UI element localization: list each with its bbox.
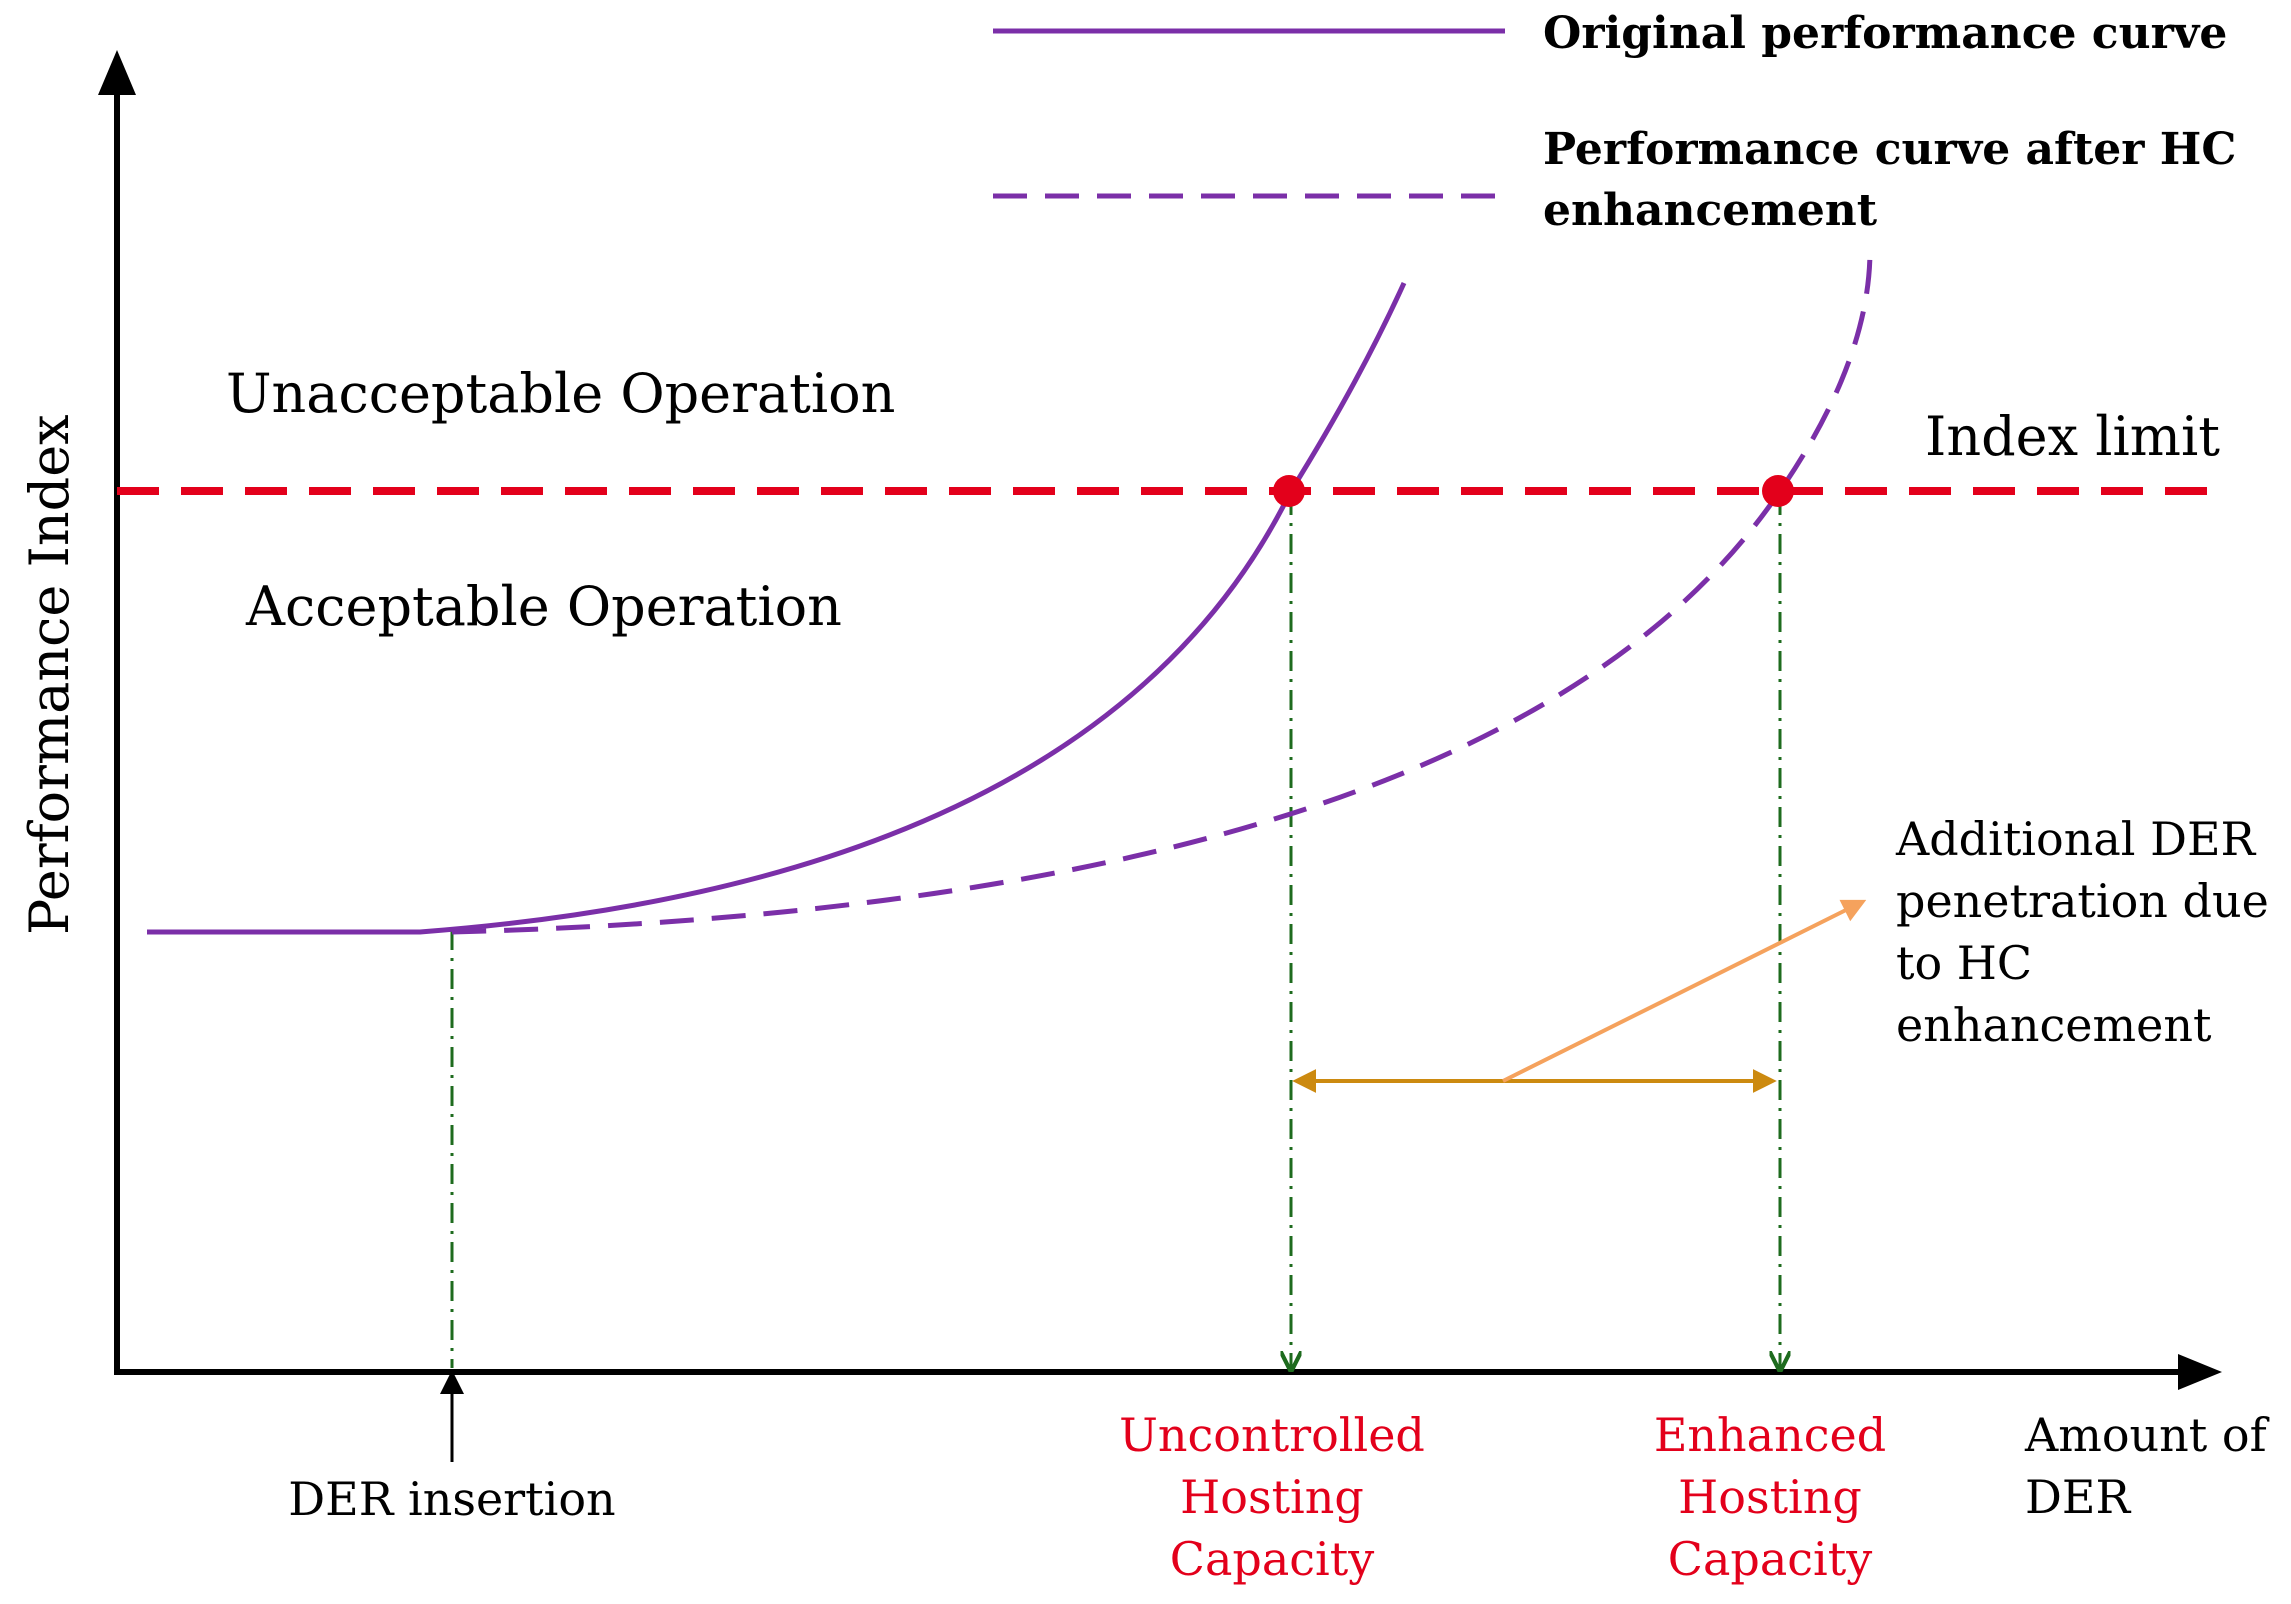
index-limit-label: Index limit <box>1925 405 2220 468</box>
y-axis-arrowhead <box>98 50 136 95</box>
uncontrolled-capacity-label-line2: Hosting <box>1180 1470 1364 1524</box>
enhanced-capacity-label-line2: Hosting <box>1678 1470 1862 1524</box>
uncontrolled-intersection-point <box>1273 475 1305 507</box>
enhanced-performance-curve <box>451 249 1873 935</box>
unacceptable-operation-label: Unacceptable Operation <box>226 362 895 425</box>
enhanced-capacity-label-line3: Capacity <box>1668 1532 1872 1586</box>
enhanced-intersection-point <box>1762 475 1794 507</box>
annotation-pointer-arrow <box>1502 899 1867 1083</box>
x-axis-label-line1: Amount of <box>2024 1408 2270 1462</box>
legend-enhanced-label-line1: Performance curve after HC <box>1543 124 2236 175</box>
der-insertion-label: DER insertion <box>288 1472 615 1526</box>
x-axis-arrowhead <box>2178 1354 2222 1390</box>
annotation-line4: enhancement <box>1896 998 2212 1052</box>
y-axis-label: Performance Index <box>18 414 81 935</box>
original-performance-curve <box>147 281 1407 935</box>
uncontrolled-capacity-label-line1: Uncontrolled <box>1119 1408 1425 1462</box>
annotation-line2: penetration due <box>1896 874 2269 928</box>
annotation-line3: to HC <box>1896 936 2032 990</box>
annotation-line1: Additional DER <box>1895 812 2257 866</box>
legend-enhanced-label-line2: enhancement <box>1543 185 1878 236</box>
uncontrolled-capacity-label-line3: Capacity <box>1170 1532 1374 1586</box>
acceptable-operation-label: Acceptable Operation <box>245 575 842 638</box>
legend-original-label: Original performance curve <box>1543 8 2227 59</box>
enhanced-capacity-label-line1: Enhanced <box>1654 1408 1886 1462</box>
x-axis-label-line2: DER <box>2025 1470 2131 1524</box>
